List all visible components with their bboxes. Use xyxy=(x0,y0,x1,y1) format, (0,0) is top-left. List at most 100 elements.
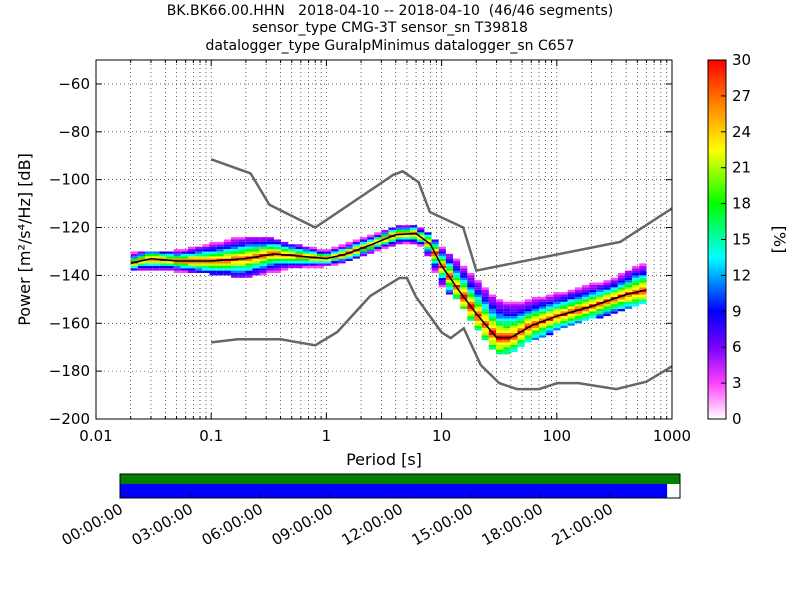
psd-cell xyxy=(567,289,575,293)
psd-cell xyxy=(281,261,289,264)
psd-cell xyxy=(180,258,188,262)
psd-cell xyxy=(546,320,554,324)
psd-cell xyxy=(524,332,532,336)
psd-cell xyxy=(474,284,482,288)
psd-cell xyxy=(238,256,246,259)
psd-cell xyxy=(453,277,461,281)
psd-cell xyxy=(517,340,525,343)
psd-cell xyxy=(259,251,267,254)
psd-cell xyxy=(567,308,575,312)
psd-cell xyxy=(467,273,475,276)
psd-cell xyxy=(223,261,231,264)
psd-cell xyxy=(488,342,497,345)
psd-cell xyxy=(230,241,239,245)
psd-cell xyxy=(352,256,360,259)
psd-cell xyxy=(481,306,489,309)
psd-cell xyxy=(281,265,289,269)
psd-cell xyxy=(581,299,590,302)
psd-cell xyxy=(410,229,418,233)
psd-cell xyxy=(546,323,554,326)
psd-cell xyxy=(639,287,647,290)
psd-cell xyxy=(402,227,411,230)
colorbar-tick-label: 0 xyxy=(732,410,742,428)
psd-cell xyxy=(431,249,439,252)
psd-cell xyxy=(424,244,432,247)
psd-cell xyxy=(417,241,425,245)
timeline-tick-label: 12:00:00 xyxy=(339,500,406,549)
psd-cell xyxy=(538,304,547,307)
psd-cell xyxy=(238,253,246,257)
colorbar-tick-label: 3 xyxy=(732,374,742,392)
psd-cell xyxy=(538,301,547,305)
psd-cell xyxy=(538,335,547,338)
psd-cell xyxy=(324,251,332,254)
psd-cell xyxy=(460,270,468,274)
psd-cell xyxy=(603,301,611,305)
psd-cell xyxy=(424,234,432,238)
psd-cell xyxy=(338,244,346,247)
psd-cell xyxy=(230,261,239,264)
psd-cell xyxy=(596,292,604,295)
psd-cell xyxy=(567,299,575,302)
psd-cell xyxy=(252,241,260,245)
psd-cell xyxy=(395,237,403,240)
timeline-tick-label: 06:00:00 xyxy=(199,500,266,549)
psd-cell xyxy=(524,337,532,341)
psd-cell xyxy=(302,261,310,264)
psd-cell xyxy=(639,275,647,278)
mean-curve xyxy=(130,232,647,339)
psd-cell xyxy=(137,251,146,254)
psd-cell xyxy=(216,263,224,266)
psd-cell xyxy=(223,241,231,245)
psd-cell xyxy=(216,270,224,274)
psd-cell xyxy=(481,304,489,307)
psd-cell xyxy=(481,313,489,317)
psd-cell xyxy=(438,253,446,257)
psd-cell xyxy=(302,253,310,257)
psd-cell xyxy=(460,292,468,295)
colorbar-tick-label: 30 xyxy=(732,51,751,69)
psd-cell xyxy=(230,251,239,254)
psd-cell xyxy=(510,332,518,336)
psd-cell xyxy=(424,246,432,250)
psd-cell xyxy=(524,318,532,321)
psd-cell xyxy=(137,268,146,271)
psd-cell xyxy=(546,308,554,312)
psd-cell xyxy=(524,316,532,319)
psd-cell xyxy=(187,251,196,254)
psd-cell xyxy=(567,320,575,324)
psd-cell xyxy=(367,237,375,240)
psd-cell xyxy=(474,294,482,297)
psd-cell xyxy=(574,296,582,300)
psd-cell xyxy=(538,308,547,312)
psd-cell xyxy=(395,232,403,235)
psd-cell xyxy=(309,246,317,250)
psd-cell xyxy=(152,265,160,269)
psd-cell xyxy=(639,301,647,305)
psd-cell xyxy=(546,299,554,302)
psd-cell xyxy=(245,261,253,264)
psd-cell xyxy=(460,277,468,281)
psd-cell xyxy=(510,311,518,314)
psd-cell xyxy=(209,270,217,274)
psd-cell xyxy=(288,256,296,259)
psd-cell xyxy=(431,246,439,250)
psd-cell xyxy=(187,270,196,274)
psd-cell xyxy=(345,256,353,259)
psd-cell xyxy=(610,311,618,314)
psd-cell xyxy=(524,306,532,309)
psd-cell xyxy=(581,294,590,297)
psd-cell xyxy=(424,253,432,257)
psd-cell xyxy=(488,311,497,314)
psd-cell xyxy=(359,244,368,247)
psd-cell xyxy=(517,311,525,314)
psd-cell xyxy=(503,318,511,321)
psd-cell xyxy=(388,241,396,245)
psd-cell xyxy=(488,320,497,324)
psd-cell xyxy=(503,316,511,319)
psd-cell xyxy=(266,237,274,240)
psd-cell xyxy=(295,265,303,269)
psd-cell xyxy=(137,256,146,259)
psd-cell xyxy=(352,251,360,254)
psd-cell xyxy=(488,296,497,300)
